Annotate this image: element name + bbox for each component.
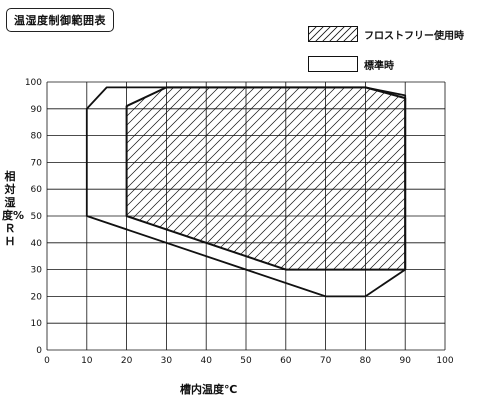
y-tick-100: 100 [25, 78, 42, 88]
y-tick-0: 0 [36, 346, 42, 356]
x-tick-70: 70 [320, 356, 332, 366]
x-tick-50: 50 [240, 356, 252, 366]
data-areas [85, 86, 407, 298]
tick-labels: 0 10 20 30 40 50 60 70 80 90 100 0 10 20 30 40 50 60 70 80 9… [25, 78, 454, 366]
legend-swatch-hatched [308, 26, 358, 42]
y-tick-50: 50 [31, 212, 43, 222]
x-tick-0: 0 [44, 356, 50, 366]
x-axis-label: 槽内温度℃ [180, 383, 238, 396]
x-tick-30: 30 [161, 356, 173, 366]
legend-label-standard: 標準時 [364, 61, 394, 72]
x-tick-20: 20 [121, 356, 133, 366]
standard-range-outline [85, 86, 407, 298]
legend-swatch-plain [308, 56, 358, 72]
y-tick-30: 30 [31, 266, 43, 276]
x-tick-90: 90 [399, 356, 411, 366]
chart-title: 温湿度制御範囲表 [6, 8, 114, 32]
y-tick-10: 10 [31, 319, 43, 329]
x-tick-40: 40 [200, 356, 212, 366]
x-tick-80: 80 [360, 356, 372, 366]
legend-label-frost-free: フロストフリー使用時 [364, 31, 464, 42]
x-tick-100: 100 [436, 356, 453, 366]
y-tick-80: 80 [31, 132, 43, 142]
y-tick-70: 70 [31, 158, 43, 168]
y-tick-20: 20 [31, 292, 43, 302]
x-tick-60: 60 [280, 356, 292, 366]
frost-free-range-area [125, 86, 407, 271]
y-tick-60: 60 [31, 185, 43, 195]
x-tick-10: 10 [81, 356, 93, 366]
y-tick-40: 40 [31, 239, 43, 249]
y-tick-90: 90 [31, 105, 43, 115]
